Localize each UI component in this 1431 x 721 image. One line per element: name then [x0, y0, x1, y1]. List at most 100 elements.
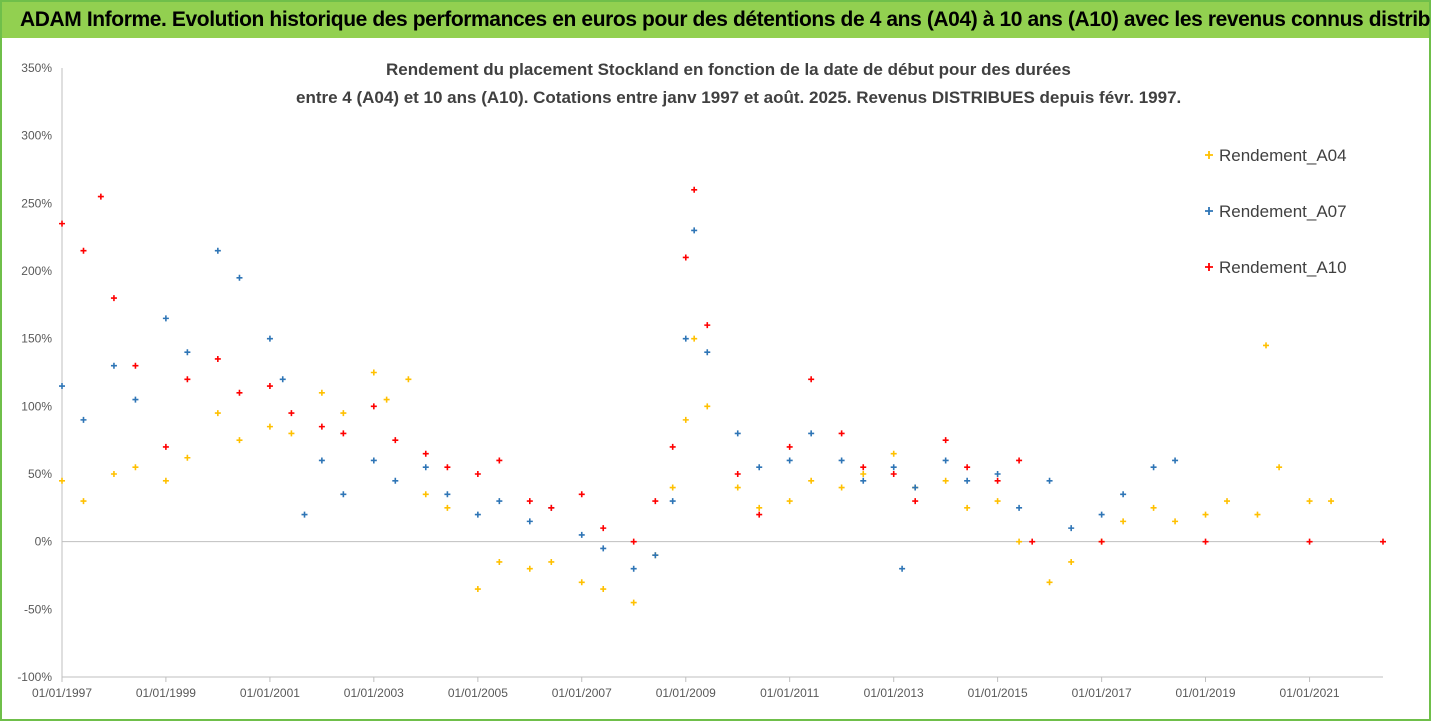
data-point	[808, 430, 815, 437]
data-point	[340, 491, 347, 498]
data-point	[301, 511, 308, 518]
data-point	[162, 477, 169, 484]
data-point	[266, 423, 273, 430]
data-point	[756, 464, 763, 471]
data-point	[370, 369, 377, 376]
data-point	[496, 558, 503, 565]
data-point	[756, 504, 763, 511]
data-point	[340, 430, 347, 437]
y-tick-label: 200%	[21, 264, 52, 278]
data-point	[162, 443, 169, 450]
data-point	[59, 477, 65, 484]
data-point	[1172, 457, 1179, 464]
x-axis: 01/01/1997 01/01/1999 01/01/2001 01/01/2003…	[32, 68, 1383, 700]
data-point	[652, 498, 659, 505]
data-point	[734, 430, 741, 437]
x-tick-label: 01/01/1997	[32, 686, 92, 700]
data-point	[1328, 498, 1335, 505]
data-point	[1150, 504, 1157, 511]
data-point	[405, 376, 412, 383]
x-tick-label: 01/01/2015	[968, 686, 1028, 700]
data-point	[1202, 538, 1209, 545]
chart-title-line2: entre 4 (A04) et 10 ans (A10). Cotations…	[296, 88, 1182, 107]
data-point	[734, 471, 741, 477]
data-point	[132, 396, 139, 403]
legend: Rendement_A04 Rendement_A07 Rendement_A10	[1205, 146, 1347, 277]
y-tick-label: 50%	[28, 467, 52, 481]
data-point	[1120, 518, 1127, 525]
legend-marker	[1205, 263, 1213, 271]
data-point	[59, 220, 65, 227]
data-point	[942, 477, 949, 484]
x-tick-label: 01/01/2011	[760, 686, 819, 700]
x-tick-label: 01/01/2001	[240, 686, 300, 700]
data-point	[942, 437, 949, 444]
data-point	[899, 565, 906, 572]
data-point	[370, 403, 377, 410]
data-point	[184, 349, 191, 356]
data-point	[682, 416, 689, 423]
data-point	[630, 599, 637, 606]
data-point	[994, 477, 1001, 484]
data-point	[1016, 457, 1023, 464]
y-tick-label: 300%	[21, 129, 52, 143]
data-point	[578, 491, 585, 498]
data-point	[474, 471, 481, 477]
data-point	[422, 450, 429, 457]
data-point	[132, 464, 139, 471]
data-point	[600, 525, 607, 532]
data-point	[964, 477, 971, 484]
data-point	[630, 565, 637, 572]
data-point	[1202, 511, 1209, 518]
data-point	[236, 437, 243, 444]
data-point	[132, 362, 139, 369]
data-point	[578, 579, 585, 586]
data-point	[669, 443, 676, 450]
data-point	[860, 477, 867, 484]
data-point	[669, 498, 676, 505]
data-point	[214, 247, 221, 254]
data-point	[162, 315, 169, 322]
data-point	[496, 498, 503, 505]
data-point	[786, 498, 793, 505]
data-point	[808, 477, 815, 484]
data-point	[1098, 538, 1105, 545]
data-point	[526, 565, 533, 572]
data-point	[652, 552, 659, 559]
data-point	[942, 457, 949, 464]
data-point	[1068, 558, 1075, 565]
data-point	[994, 471, 1001, 477]
data-point	[214, 410, 221, 417]
data-point	[184, 376, 191, 383]
data-point	[1029, 538, 1036, 545]
series-rendement-a10	[59, 186, 1386, 545]
x-tick-label: 01/01/2013	[864, 686, 924, 700]
data-point	[1068, 525, 1075, 532]
data-point	[1016, 504, 1023, 511]
x-tick-label: 01/01/2003	[344, 686, 404, 700]
data-point	[704, 322, 711, 329]
data-point	[444, 491, 451, 498]
x-tick-label: 01/01/2019	[1175, 686, 1235, 700]
data-point	[496, 457, 503, 464]
data-point	[526, 498, 533, 505]
data-point	[1098, 511, 1105, 518]
data-point	[444, 504, 451, 511]
data-point	[734, 484, 741, 491]
data-point	[548, 558, 555, 565]
data-point	[236, 389, 243, 396]
data-point	[838, 484, 845, 491]
data-point	[80, 498, 87, 505]
data-point	[266, 383, 273, 390]
data-point	[1016, 538, 1023, 545]
data-point	[214, 355, 221, 362]
data-point	[444, 464, 451, 471]
data-point	[786, 443, 793, 450]
data-point	[318, 389, 325, 396]
y-tick-label: -50%	[24, 602, 52, 616]
legend-label: Rendement_A07	[1219, 202, 1347, 221]
data-point	[1172, 518, 1179, 525]
data-point	[526, 518, 533, 525]
data-point	[912, 498, 919, 505]
